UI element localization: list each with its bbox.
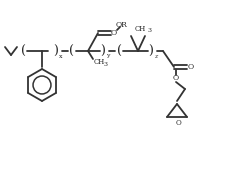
Text: ): ) xyxy=(149,44,154,57)
Text: z: z xyxy=(154,53,158,58)
Text: CH: CH xyxy=(94,58,105,66)
Text: CH: CH xyxy=(134,25,146,33)
Text: (: ( xyxy=(20,44,25,57)
Text: O: O xyxy=(188,63,194,71)
Text: O: O xyxy=(111,29,117,37)
Text: ): ) xyxy=(54,44,59,57)
Text: OR: OR xyxy=(116,21,128,29)
Text: O: O xyxy=(176,119,182,127)
Text: 3: 3 xyxy=(147,29,151,34)
Text: O: O xyxy=(173,74,179,82)
Text: (: ( xyxy=(116,44,122,57)
Text: 3: 3 xyxy=(103,61,107,66)
Text: ): ) xyxy=(101,44,105,57)
Text: (: ( xyxy=(69,44,74,57)
Text: x: x xyxy=(59,53,63,58)
Text: y: y xyxy=(106,53,110,58)
